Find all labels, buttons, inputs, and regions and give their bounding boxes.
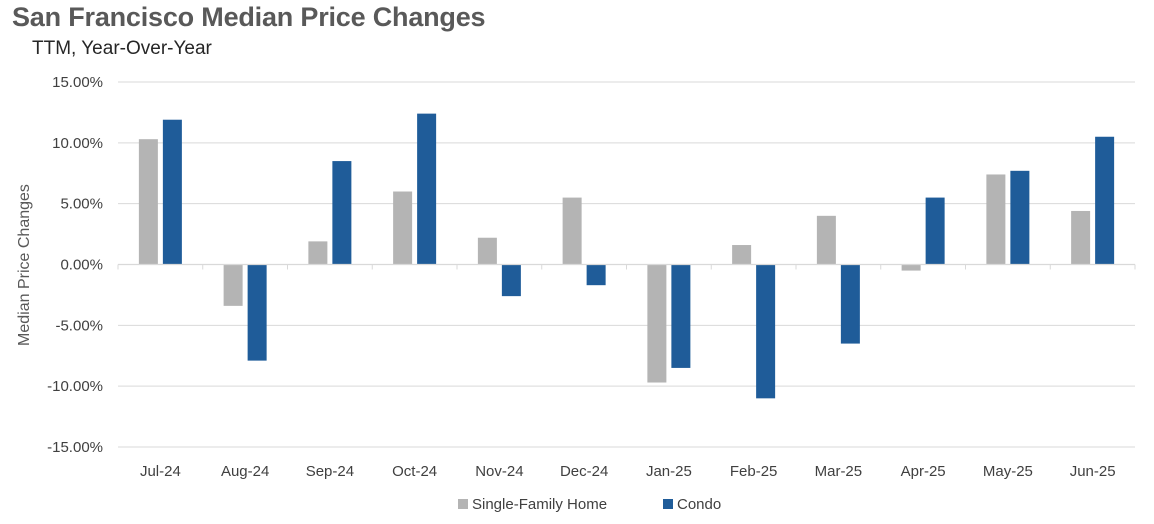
bar-condo: [162, 119, 182, 265]
x-tick-label: Dec-24: [560, 463, 608, 480]
bar-condo: [586, 264, 606, 286]
bar-condo: [925, 197, 945, 265]
x-tick-label: Oct-24: [392, 463, 437, 480]
bar-single-family-home: [223, 264, 243, 306]
x-tick-label: Mar-25: [815, 463, 863, 480]
bar-single-family-home: [986, 174, 1006, 265]
y-tick-label: 15.00%: [52, 74, 103, 91]
x-tick-label: Apr-25: [901, 463, 946, 480]
bar-single-family-home: [732, 245, 752, 265]
bar-condo: [417, 113, 437, 265]
y-tick-labels: 15.00% 10.00% 5.00% 0.00% -5.00% -10.00% -15.0…: [47, 74, 103, 456]
chart-subtitle: TTM, Year-Over-Year: [32, 38, 212, 59]
legend: Single-Family Home Condo: [458, 496, 721, 513]
x-tick-label: Sep-24: [306, 463, 354, 480]
bar-condo: [1095, 136, 1115, 265]
bar-single-family-home: [647, 264, 667, 383]
y-tick-label: 5.00%: [60, 196, 103, 213]
y-tick-label: 0.00%: [60, 257, 103, 274]
bars: [138, 113, 1115, 399]
bar-condo: [1010, 170, 1030, 265]
x-tick-label: Aug-24: [221, 463, 269, 480]
y-tick-label: -5.00%: [55, 317, 103, 334]
zero-axis: [117, 263, 1136, 270]
legend-swatch: [458, 499, 468, 509]
bar-single-family-home: [816, 215, 836, 265]
bar-single-family-home: [308, 241, 328, 265]
bar-single-family-home: [901, 264, 921, 271]
x-tick-label: Feb-25: [730, 463, 778, 480]
gridlines: [118, 81, 1135, 448]
bar-condo: [247, 264, 267, 361]
bar-single-family-home: [138, 139, 158, 265]
chart-title: San Francisco Median Price Changes: [12, 2, 486, 32]
legend-label: Condo: [677, 496, 721, 513]
legend-swatch: [663, 499, 673, 509]
bar-single-family-home: [477, 237, 497, 265]
x-tick-label: Nov-24: [475, 463, 523, 480]
x-tick-label: Jan-25: [646, 463, 692, 480]
bar-condo: [840, 264, 860, 344]
y-axis-title: Median Price Changes: [16, 184, 33, 346]
x-tick-label: May-25: [983, 463, 1033, 480]
y-tick-label: 10.00%: [52, 135, 103, 152]
bar-condo: [671, 264, 691, 368]
bar-single-family-home: [393, 191, 413, 265]
y-tick-label: -10.00%: [47, 378, 103, 395]
x-tick-label: Jul-24: [140, 463, 181, 480]
x-tick-label: Jun-25: [1070, 463, 1116, 480]
y-tick-label: -15.00%: [47, 439, 103, 456]
bar-single-family-home: [562, 197, 582, 265]
bar-single-family-home: [1071, 210, 1091, 265]
legend-label: Single-Family Home: [472, 496, 607, 513]
x-tick-labels: Jul-24 Aug-24 Sep-24 Oct-24 Nov-24 Dec-24 Jan-…: [140, 463, 1116, 480]
bar-condo: [756, 264, 776, 399]
bar-condo: [501, 264, 521, 297]
bar-condo: [332, 161, 352, 265]
